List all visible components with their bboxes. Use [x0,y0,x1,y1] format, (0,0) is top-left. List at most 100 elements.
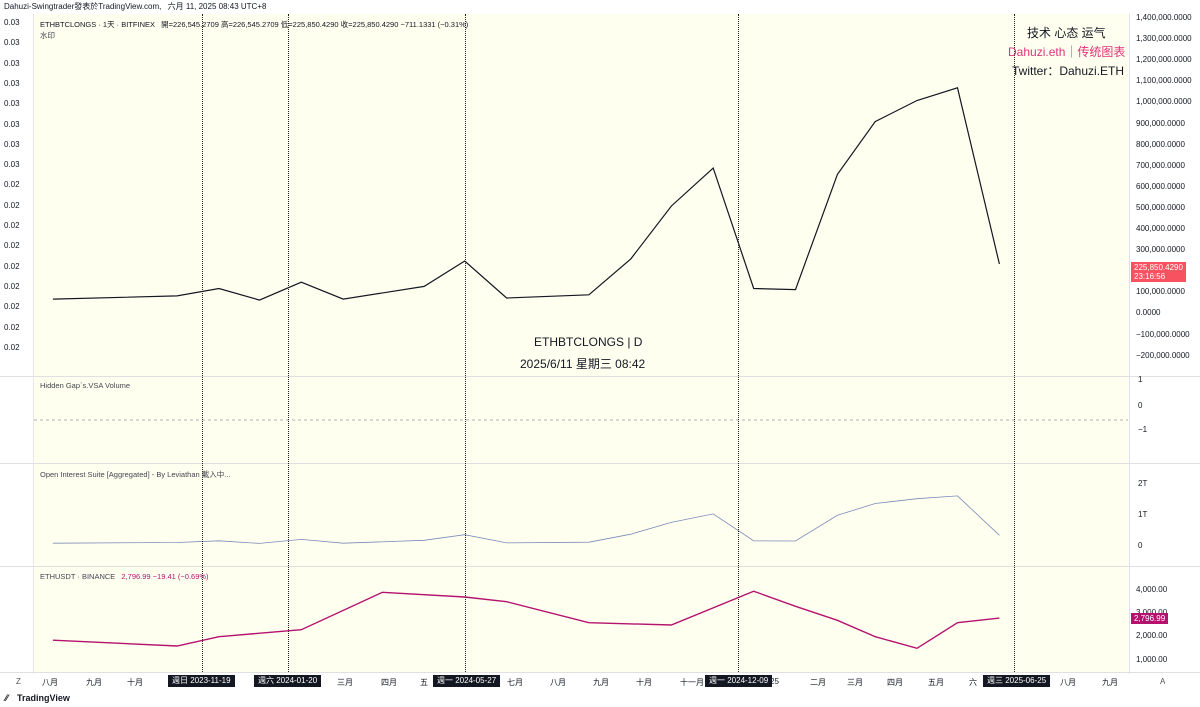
left-scale-tick: 0.03 [4,139,20,149]
left-scale-tick: 0.03 [4,119,20,129]
time-axis-label: 九月 [1102,678,1118,687]
vsa-scale-tick: −1 [1138,425,1148,434]
right-scale-tick: −200,000.0000 [1136,350,1190,360]
bar-countdown: 23:16:56 [1134,272,1166,281]
pane-divider[interactable] [0,376,1200,377]
ethusdt-scale-tick: 2,000.00 [1136,631,1168,640]
pane-divider[interactable] [0,463,1200,464]
time-axis-label: 十月 [127,678,143,687]
time-axis-label: 九月 [593,678,609,687]
publish-date: 六月 11, 2025 08:43 UTC+8 [167,2,267,11]
chart-canvas[interactable] [34,14,1128,672]
vsa-scale-tick: 0 [1138,401,1143,410]
ethusdt-price-tag: 2,796.99 [1131,613,1169,624]
left-scale-tick: 0.02 [4,241,20,251]
ethusdt-line [52,590,1000,650]
ethusdt-scale-tick: 1,000.00 [1136,655,1168,664]
right-scale-tick: 1,100,000.0000 [1136,76,1192,86]
right-scale-tick: −100,000.0000 [1136,329,1190,339]
right-scale-tick: 1,000,000.0000 [1136,97,1192,107]
left-scale-tick: 0.02 [4,281,20,291]
marker-line [288,14,289,672]
right-scale-tick: 600,000.0000 [1136,181,1185,191]
oi-scale-tick: 0 [1138,541,1143,550]
right-scale-tick: 500,000.0000 [1136,202,1185,212]
left-scale-tick: 0.02 [4,302,20,312]
ethusdt-scale-tick: 3,000.00 [1136,608,1167,617]
marker-line [465,14,466,672]
left-scale-tick: 0.02 [4,180,20,190]
watermark-date: 2025/6/11 星期三 08:42 [520,357,646,371]
watermark-indicator-label[interactable]: 水印 [40,31,55,40]
right-scale-tick: 400,000.0000 [1136,224,1185,233]
time-axis-label: 八月 [550,678,566,687]
time-axis-label: 三月 [847,678,863,687]
pane-divider[interactable] [0,566,1200,567]
right-scale-tick: 1,300,000.0000 [1136,34,1192,44]
open-interest-series [52,495,1000,544]
time-marker-label: 週一 2024-05-27 [433,675,501,687]
time-marker-label: 週三 2025-06-25 [983,675,1051,687]
author-motto: 技术 心态 运气 [1027,26,1106,40]
time-axis-label: 八月 [1060,678,1076,687]
time-axis[interactable]: Z A 八月 九月 十月 三月 四月 五 七月 八月 九月 十月 十一月 25 二月 三月 四月 五月 六 八月 九… [0,672,1200,691]
time-axis-label: 四月 [381,678,397,687]
auto-scale-z-button[interactable]: Z [16,677,21,686]
marker-line [1014,14,1015,672]
time-marker-label: 週一 2024-12-09 [705,675,773,687]
time-marker-label: 週日 2023-11-19 [168,675,235,687]
oi-scale-tick: 1T [1138,510,1148,519]
ethusdt-values: 2,796.99 −19.41 (−0.69%) [121,572,209,581]
time-marker-label: 週六 2024-01-20 [254,675,322,687]
time-axis-label: 十月 [636,678,652,687]
time-axis-label: 三月 [337,678,353,687]
author-twitter: Twitter：Dahuzi.ETH [1012,64,1125,78]
tradingview-logo-icon: ⁄⁄ [5,693,9,703]
left-scale-tick: 0.02 [4,342,20,352]
main-pane[interactable] [34,14,1128,376]
last-price-value: 225,850.4290 [1134,263,1183,272]
time-axis-label: 四月 [887,678,903,687]
left-scale-tick: 0.02 [4,221,20,230]
tradingview-brand: TradingView [17,693,70,703]
left-scale-tick: 0.02 [4,261,20,271]
main-symbol-title[interactable]: ETHBTCLONGS · 1天 · BITFINEX 開=226,545.27… [40,19,468,30]
ethusdt-scale-tick: 4,000.00 [1136,585,1168,594]
ethbtclongs-series [52,87,1000,301]
ethbtclongs-line [52,87,1000,301]
time-axis-label: 八月 [42,678,58,687]
right-scale-tick: 1,400,000.0000 [1136,13,1192,22]
ethusdt-title[interactable]: ETHUSDT · BINANCE 2,796.99 −19.41 (−0.69… [40,572,209,581]
author-handle: Dahuzi.eth｜传统图表 [1008,45,1126,59]
right-scale-tick: 300,000.0000 [1136,245,1185,255]
vsa-volume-title[interactable]: Hidden Gap`s.VSA Volume [40,381,131,390]
left-scale-tick: 0.03 [4,18,20,27]
time-axis-label: 六 [969,678,977,687]
time-axis-label: 25 [770,677,779,686]
left-scale-tick: 0.03 [4,78,20,88]
marker-line [738,14,739,672]
ethusdt-symbol: ETHUSDT · BINANCE [40,572,116,581]
auto-scale-a-button[interactable]: A [1160,677,1166,686]
publisher-text: Dahuzi-Swingtrader發表於TradingView.com, [4,2,162,11]
open-interest-line [52,495,1000,544]
right-price-scale[interactable]: 1,400,000.0000 1,300,000.0000 1,200,000.00… [1129,13,1200,674]
symbol-label: ETHBTCLONGS · 1天 · BITFINEX [40,20,156,29]
right-scale-tick: 900,000.0000 [1136,118,1185,128]
open-interest-pane[interactable] [34,464,1128,566]
open-interest-title[interactable]: Open Interest Suite [Aggregated] - By Le… [40,470,231,479]
ethusdt-pane[interactable] [34,567,1128,672]
left-scale-tick: 0.03 [4,99,20,109]
right-scale-tick: 800,000.0000 [1136,139,1185,149]
left-scale-tick: 0.02 [4,200,20,210]
oi-scale-tick: 2T [1138,479,1148,488]
left-scale-tick: 0.02 [4,322,20,332]
left-scale-tick: 0.03 [4,160,20,170]
right-scale-tick: 0.0000 [1136,308,1161,318]
left-price-scale[interactable]: 0.03 0.03 0.03 0.03 0.03 0.03 0.03 0.03 0.02 0.02… [0,14,34,674]
time-axis-label: 五 [420,678,428,687]
time-axis-label: 二月 [810,678,826,687]
left-scale-tick: 0.03 [4,38,20,48]
right-scale-tick: 100,000.0000 [1136,287,1185,297]
left-scale-tick: 0.03 [4,58,20,68]
